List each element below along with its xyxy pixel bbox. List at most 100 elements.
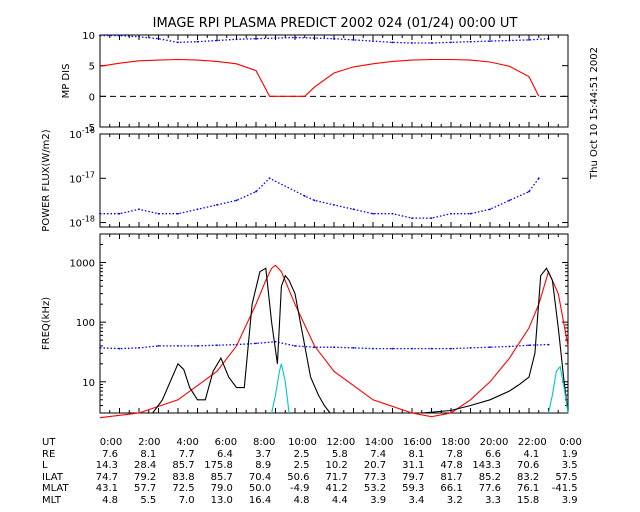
table-cell: 10.2 xyxy=(326,460,348,471)
data-point xyxy=(313,199,316,202)
table-cell: 83.2 xyxy=(517,472,539,483)
data-point xyxy=(118,34,121,37)
table-cell: 3.2 xyxy=(447,495,463,506)
data-point xyxy=(157,344,160,347)
data-point xyxy=(216,203,218,206)
table-row-label: MLAT xyxy=(42,483,69,494)
table-cell: 6.4 xyxy=(217,449,233,460)
table-cell: 0:00 xyxy=(559,437,581,448)
table-row-label: ILAT xyxy=(42,472,64,483)
data-point xyxy=(547,37,550,40)
data-point xyxy=(99,346,101,349)
data-point xyxy=(469,40,472,43)
table-cell: 3.4 xyxy=(408,495,424,506)
table-cell: 71.7 xyxy=(326,472,348,483)
table-cell: 74.7 xyxy=(96,472,118,483)
table-cell: 79.2 xyxy=(134,472,156,483)
table-cell: 79.0 xyxy=(211,483,233,494)
series-cyan-line xyxy=(547,365,569,414)
data-point xyxy=(352,208,355,211)
table-cell: 6:00 xyxy=(215,437,237,448)
data-point xyxy=(391,212,394,215)
table-cell: 85.2 xyxy=(479,472,501,483)
data-point xyxy=(196,208,199,211)
table-cell: 50.6 xyxy=(287,472,309,483)
series-blue-line xyxy=(99,341,549,350)
data-point xyxy=(537,177,540,180)
table-cell: 8.1 xyxy=(140,449,156,460)
data-point xyxy=(547,343,550,346)
data-point xyxy=(177,344,179,347)
y-tick-label: 100 xyxy=(76,318,95,329)
table-cell: 2:00 xyxy=(138,437,160,448)
data-point xyxy=(372,212,374,215)
data-point xyxy=(528,190,530,193)
data-point xyxy=(118,347,121,350)
table-cell: 20:00 xyxy=(480,437,509,448)
data-point xyxy=(450,212,452,215)
timestamp-side-label: Thu Oct 10 15:44:51 2002 xyxy=(589,47,600,180)
data-point xyxy=(294,344,296,347)
series-black-line xyxy=(421,267,569,414)
table-cell: 76.1 xyxy=(517,483,539,494)
y-tick-label: 1000 xyxy=(70,258,95,269)
mp-dis-panel: 10 5 0 -5 MP DIS xyxy=(61,31,569,134)
table-cell: 15.8 xyxy=(517,495,539,506)
table-cell: 3.7 xyxy=(255,449,271,460)
plot-frame xyxy=(99,233,569,414)
table-cell: 4.8 xyxy=(294,495,310,506)
data-point xyxy=(528,39,530,41)
table-cell: 85.7 xyxy=(172,460,194,471)
table-cell: 57.7 xyxy=(134,483,156,494)
table-cell: 83.8 xyxy=(172,472,194,483)
data-point xyxy=(508,199,511,202)
table-cell: 8.9 xyxy=(255,460,271,471)
table-cell: -4.9 xyxy=(290,483,310,494)
table-cell: 7.6 xyxy=(102,449,118,460)
table-cell: 47.8 xyxy=(440,460,462,471)
data-point xyxy=(489,40,491,43)
data-point xyxy=(216,39,218,42)
data-point xyxy=(333,203,335,206)
table-cell: 20.7 xyxy=(364,460,386,471)
data-point xyxy=(138,35,140,38)
table-cell: 14:00 xyxy=(365,437,394,448)
table-cell: 6.6 xyxy=(485,449,501,460)
data-point xyxy=(352,39,355,41)
data-point xyxy=(430,347,433,350)
table-cell: 7.7 xyxy=(179,449,195,460)
table-cell: 43.1 xyxy=(96,483,118,494)
series-cyan-line xyxy=(271,363,290,414)
table-cell: 66.1 xyxy=(440,483,462,494)
data-point xyxy=(177,41,179,44)
data-point xyxy=(255,190,257,193)
table-cell: 31.1 xyxy=(402,460,424,471)
table-cell: 0:00 xyxy=(100,437,122,448)
data-point xyxy=(196,344,199,347)
table-cell: 16:00 xyxy=(403,437,432,448)
y-tick-label: 10-18 xyxy=(69,215,95,230)
plot-frame xyxy=(99,34,569,128)
data-point xyxy=(450,41,452,44)
data-point xyxy=(372,40,374,43)
table-cell: 3.5 xyxy=(562,460,578,471)
y-axis-label: POWER FLUX(W/m2) xyxy=(41,129,52,231)
y-axis-label: FREQ(kHz) xyxy=(41,297,52,350)
data-point xyxy=(508,345,511,348)
series-blue-line xyxy=(100,34,549,44)
table-cell: 2.5 xyxy=(294,449,310,460)
table-row-label: RE xyxy=(42,449,55,460)
table-cell: 70.6 xyxy=(517,460,539,471)
data-point xyxy=(333,37,335,40)
data-point xyxy=(450,347,452,350)
data-point xyxy=(411,217,413,220)
table-row-label: UT xyxy=(42,437,56,448)
table-cell: 77.6 xyxy=(479,483,501,494)
data-point xyxy=(528,344,530,347)
data-point xyxy=(235,199,238,202)
table-cell: 18:00 xyxy=(441,437,470,448)
table-cell: 4:00 xyxy=(176,437,198,448)
y-tick-label: 10 xyxy=(82,31,95,42)
series-red-line xyxy=(99,264,569,419)
table-cell: 175.8 xyxy=(204,460,233,471)
